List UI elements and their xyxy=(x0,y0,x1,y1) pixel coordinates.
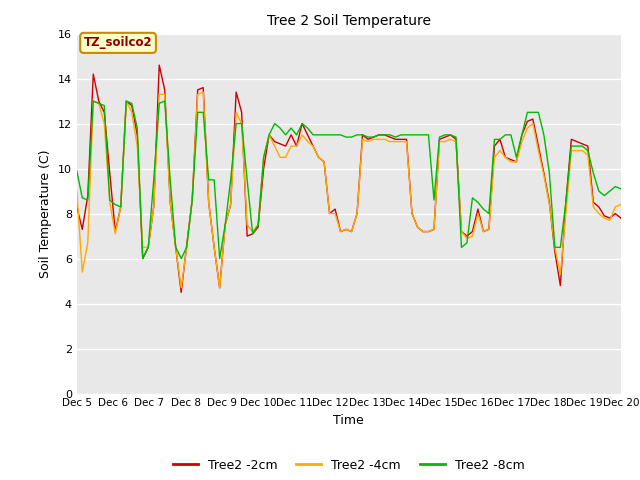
Title: Tree 2 Soil Temperature: Tree 2 Soil Temperature xyxy=(267,14,431,28)
Legend: Tree2 -2cm, Tree2 -4cm, Tree2 -8cm: Tree2 -2cm, Tree2 -4cm, Tree2 -8cm xyxy=(168,454,529,477)
Y-axis label: Soil Temperature (C): Soil Temperature (C) xyxy=(39,149,52,278)
Text: TZ_soilco2: TZ_soilco2 xyxy=(84,36,152,49)
X-axis label: Time: Time xyxy=(333,414,364,427)
